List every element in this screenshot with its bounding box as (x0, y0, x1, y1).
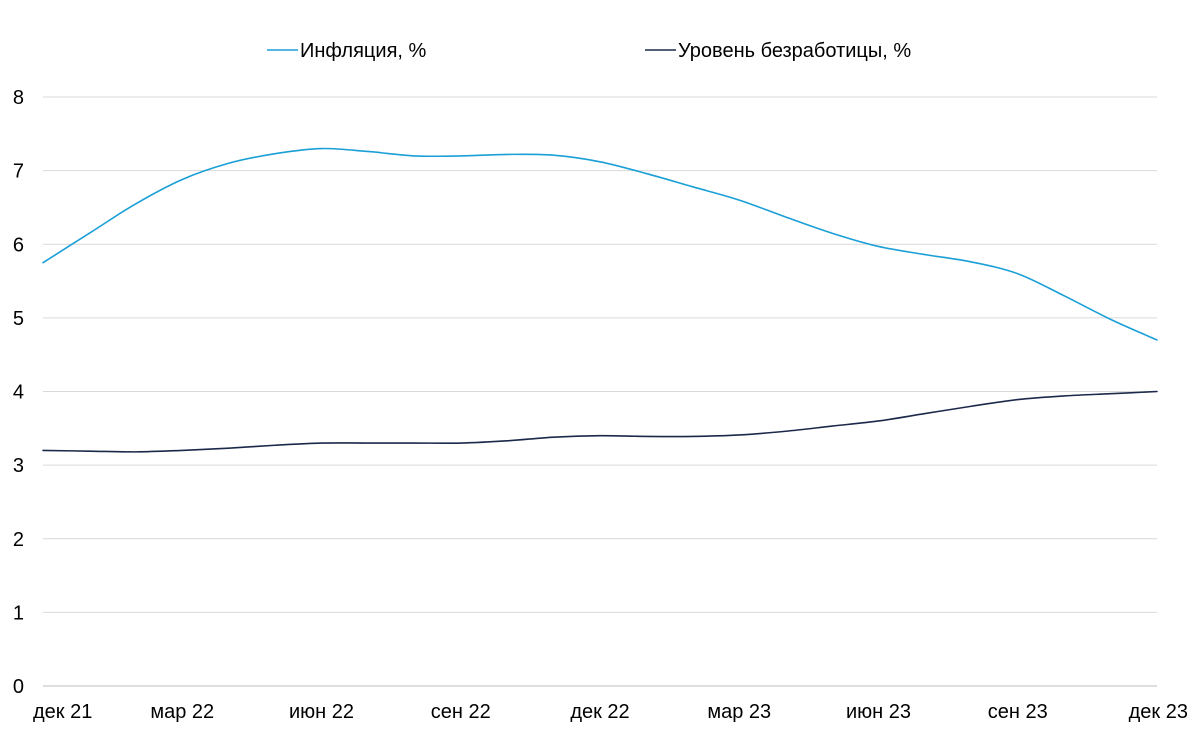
y-tick-label: 4 (13, 382, 24, 404)
x-tick-label: мар 22 (150, 701, 214, 723)
y-tick-label: 5 (13, 308, 24, 330)
legend-label-0: Инфляция, % (300, 40, 427, 62)
gridlines (43, 96, 1157, 687)
x-tick-label: июн 23 (846, 701, 911, 723)
series-lines (42, 147, 1158, 453)
series-line-0 (42, 147, 1158, 341)
x-tick-label: июн 22 (289, 701, 354, 723)
y-tick-label: 0 (13, 676, 24, 698)
y-axis-ticks: 0 1 2 3 4 5 6 7 8 (13, 87, 24, 698)
x-tick-label: мар 23 (707, 701, 771, 723)
x-axis-ticks: дек 21 мар 22 июн 22 сен 22 дек 22 мар 23 июн … (33, 701, 1188, 723)
x-tick-label: сен 22 (431, 701, 491, 723)
x-tick-label: дек 23 (1129, 701, 1188, 723)
y-tick-label: 3 (13, 455, 24, 477)
series-line-1 (42, 390, 1158, 453)
x-tick-label: дек 22 (570, 701, 629, 723)
x-tick-label: сен 23 (988, 701, 1048, 723)
y-tick-label: 1 (13, 602, 24, 624)
y-tick-label: 8 (13, 87, 24, 109)
y-tick-label: 2 (13, 529, 24, 551)
legend-label-1: Уровень безработицы, % (678, 40, 911, 62)
y-tick-label: 7 (13, 161, 24, 183)
legend: Инфляция, % Уровень безработицы, % (267, 40, 911, 62)
x-tick-label: дек 21 (33, 701, 92, 723)
y-tick-label: 6 (13, 234, 24, 256)
